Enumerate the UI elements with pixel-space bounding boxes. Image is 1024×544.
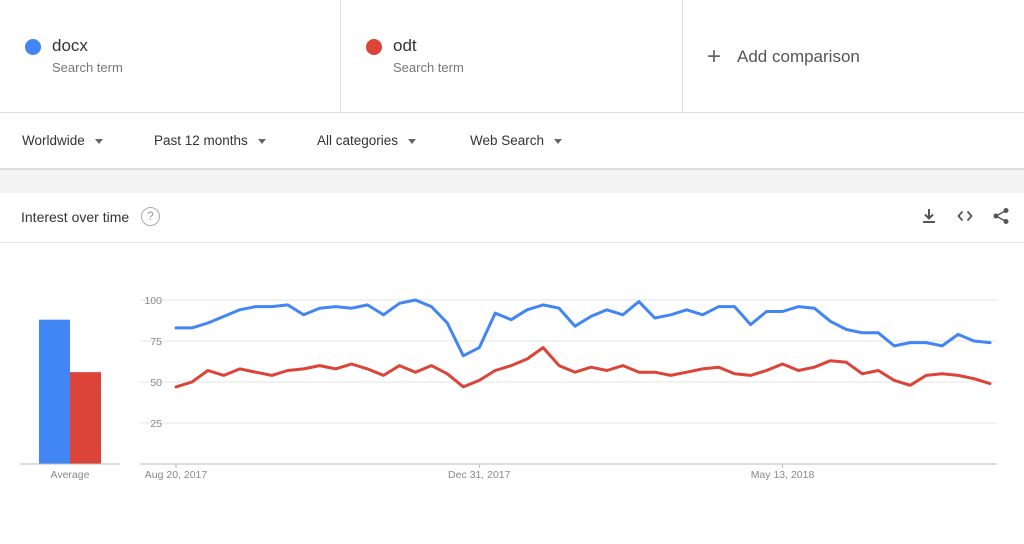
- period-dropdown[interactable]: Past 12 months: [154, 133, 266, 148]
- card-title: Interest over time: [21, 209, 130, 225]
- category-label: All categories: [317, 133, 399, 148]
- term-type-label: Search term: [52, 60, 123, 75]
- average-bars: Average: [39, 319, 101, 481]
- card-header: Interest over time ?: [0, 193, 1024, 243]
- period-label: Past 12 months: [154, 133, 248, 148]
- y-tick-label: 50: [150, 377, 162, 389]
- search-terms-bar: docx Search term odt Search term + Add c…: [0, 0, 1024, 113]
- term-card-odt[interactable]: odt Search term: [341, 0, 683, 113]
- add-comparison-button[interactable]: + Add comparison: [683, 0, 1024, 113]
- chart-series: [174, 298, 992, 389]
- search-type-dropdown[interactable]: Web Search: [470, 133, 563, 148]
- region-dropdown[interactable]: Worldwide: [22, 133, 103, 148]
- average-bar-odt: [70, 372, 101, 464]
- y-tick-label: 75: [150, 336, 162, 348]
- chevron-down-icon: [257, 138, 266, 144]
- x-tick-label: Dec 31, 2017: [448, 469, 511, 481]
- series-color-dot: [25, 39, 41, 55]
- y-tick-label: 100: [144, 295, 162, 307]
- add-comparison-label: Add comparison: [737, 46, 860, 66]
- series-line-odt: [174, 346, 992, 389]
- chart-gridlines: [20, 299, 997, 465]
- chevron-down-icon: [408, 138, 417, 144]
- average-label: Average: [51, 469, 90, 481]
- filter-bar: Worldwide Past 12 months All categories …: [0, 113, 1024, 170]
- share-icon[interactable]: [992, 207, 1010, 225]
- interest-over-time-card: Interest over time ? Average 100 75 50 25 A…: [0, 193, 1024, 544]
- search-type-label: Web Search: [470, 133, 545, 148]
- term-name[interactable]: odt: [393, 36, 417, 55]
- average-bar-docx: [39, 319, 70, 464]
- x-tick-label: May 13, 2018: [751, 469, 815, 481]
- y-axis-ticks: 100 75 50 25: [144, 295, 162, 430]
- interest-chart: Average 100 75 50 25 Aug 20, 2017 Dec 31, 20…: [20, 295, 997, 481]
- download-icon[interactable]: [920, 207, 938, 225]
- term-name[interactable]: docx: [52, 36, 88, 55]
- term-card-docx[interactable]: docx Search term: [0, 0, 341, 113]
- term-type-label: Search term: [393, 60, 464, 75]
- chevron-down-icon: [94, 138, 103, 144]
- region-label: Worldwide: [22, 133, 85, 148]
- x-tick-label: Aug 20, 2017: [145, 469, 208, 481]
- embed-code-icon[interactable]: [956, 207, 974, 225]
- series-line-docx: [174, 298, 992, 358]
- chevron-down-icon: [554, 138, 563, 144]
- help-circle-icon[interactable]: ?: [141, 207, 160, 226]
- y-tick-label: 25: [150, 418, 162, 430]
- plus-icon: +: [707, 42, 722, 70]
- series-color-dot: [366, 39, 382, 55]
- x-axis-ticks: Aug 20, 2017 Dec 31, 2017 May 13, 2018: [145, 464, 815, 481]
- category-dropdown[interactable]: All categories: [317, 133, 417, 148]
- card-actions: [920, 207, 1010, 225]
